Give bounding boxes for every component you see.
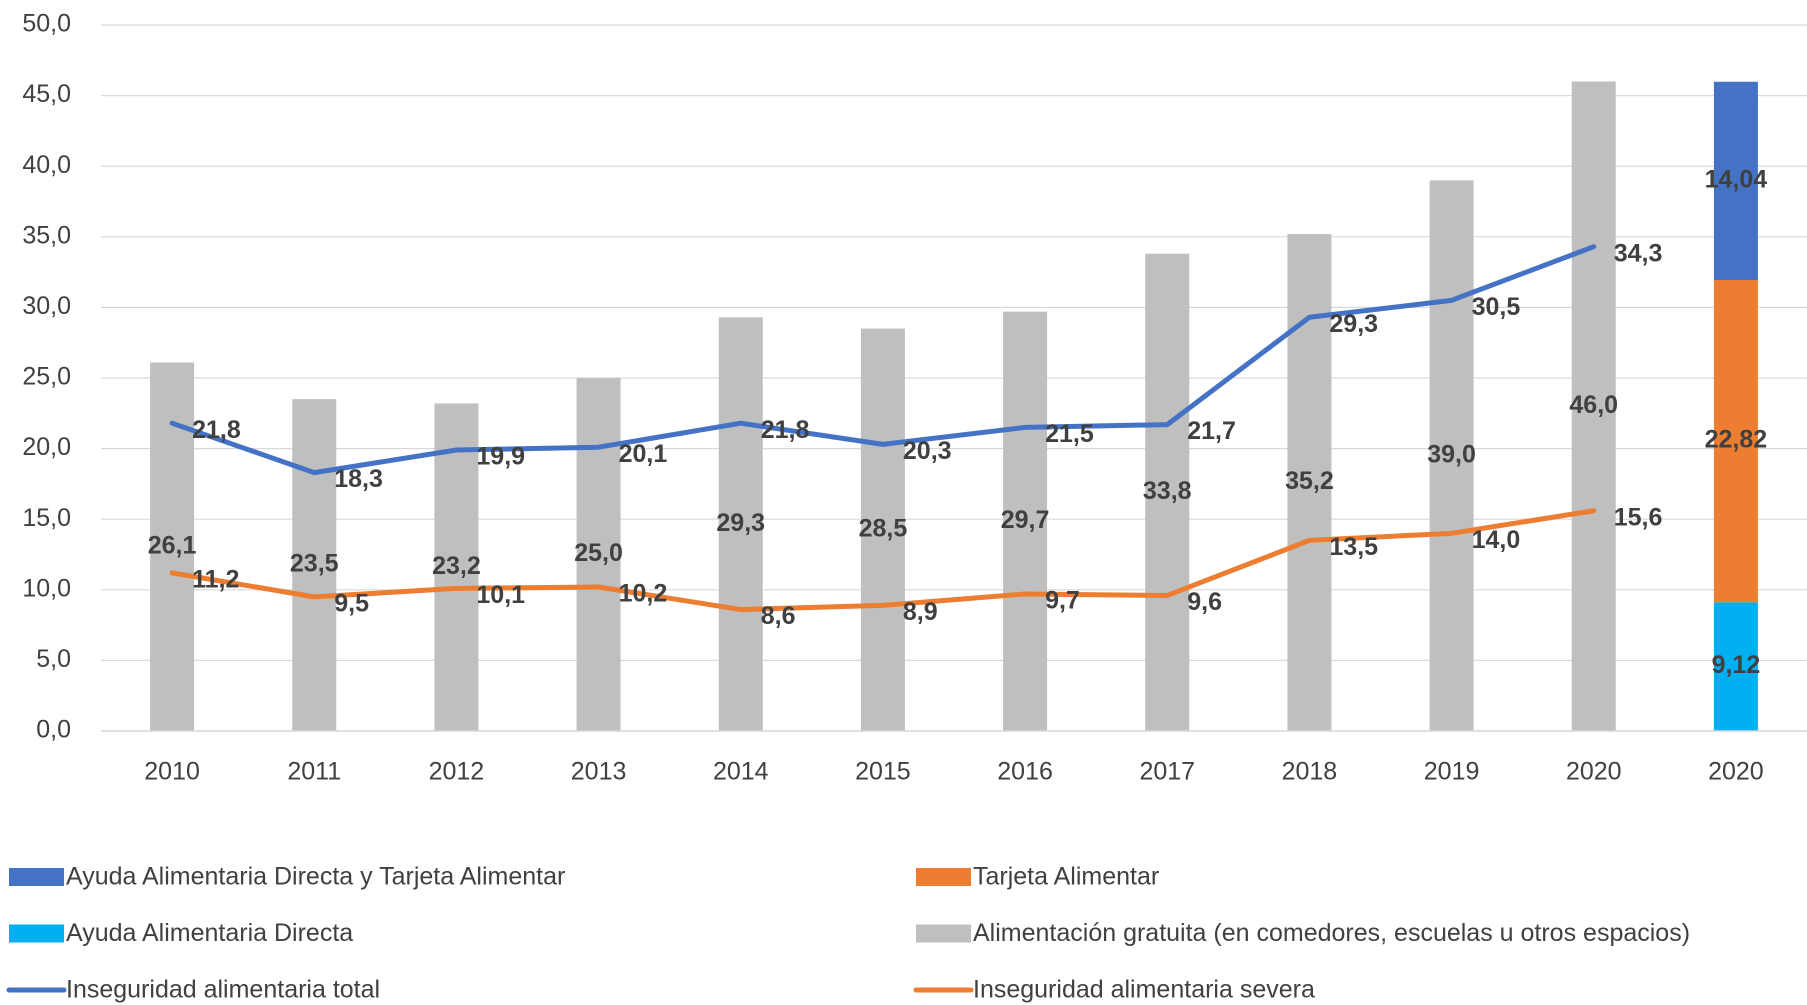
- data-label: 14,0: [1472, 526, 1521, 554]
- bar: [1145, 253, 1190, 731]
- data-label: 33,8: [1143, 477, 1192, 505]
- legend-label: Ayuda Alimentaria Directa y Tarjeta Alim…: [66, 863, 565, 891]
- bar: [292, 399, 337, 731]
- y-tick-label: 10,0: [22, 574, 71, 602]
- y-tick-label: 50,0: [22, 10, 71, 38]
- legend-swatch: [916, 868, 971, 886]
- bar: [576, 378, 621, 731]
- legend-swatch: [9, 868, 64, 886]
- data-label: 15,6: [1614, 503, 1663, 531]
- x-tick-label: 2013: [571, 758, 627, 786]
- bar: [1713, 280, 1758, 603]
- data-label: 29,7: [1001, 506, 1050, 534]
- x-tick-label: 2017: [1139, 758, 1195, 786]
- data-label: 14,04: [1705, 165, 1768, 193]
- bar: [434, 403, 479, 731]
- x-tick-label: 2010: [144, 758, 200, 786]
- data-label: 21,8: [192, 416, 241, 444]
- bar: [1713, 81, 1758, 281]
- data-label: 21,5: [1045, 420, 1094, 448]
- data-label: 8,9: [903, 598, 938, 626]
- data-label: 34,3: [1614, 239, 1663, 267]
- data-label: 35,2: [1285, 467, 1334, 495]
- data-label: 9,6: [1187, 588, 1222, 616]
- bar: [860, 328, 905, 731]
- y-tick-label: 15,0: [22, 504, 71, 532]
- legend-label: Inseguridad alimentaria severa: [973, 976, 1315, 1004]
- bar: [718, 317, 763, 731]
- data-label: 10,2: [619, 580, 668, 608]
- y-tick-label: 0,0: [36, 716, 71, 744]
- lines: [169, 244, 1597, 613]
- x-tick-label: 2019: [1424, 758, 1480, 786]
- data-label: 10,1: [476, 581, 525, 609]
- bar: [1571, 81, 1616, 732]
- legend-swatch: [916, 924, 971, 943]
- data-label: 28,5: [859, 514, 908, 542]
- data-label: 26,1: [148, 531, 197, 559]
- y-tick-label: 30,0: [22, 292, 71, 320]
- data-label: 19,9: [476, 443, 525, 471]
- bar: [1713, 602, 1758, 731]
- data-label: 30,5: [1472, 293, 1521, 321]
- bars: [150, 81, 1758, 732]
- y-tick-label: 35,0: [22, 221, 71, 249]
- x-tick-label: 2011: [287, 758, 341, 786]
- data-label: 22,82: [1705, 426, 1768, 454]
- data-label: 9,7: [1045, 587, 1080, 615]
- data-label: 11,2: [192, 565, 239, 593]
- data-label: 20,3: [903, 437, 952, 465]
- data-label: 9,5: [334, 589, 369, 617]
- data-label: 46,0: [1569, 391, 1618, 419]
- grid: [101, 24, 1807, 732]
- data-label: 29,3: [716, 509, 765, 537]
- x-tick-label: 2014: [713, 758, 769, 786]
- line: [169, 508, 1597, 613]
- x-tick-label: 2016: [997, 758, 1053, 786]
- data-label: 21,7: [1187, 417, 1236, 445]
- y-tick-label: 40,0: [22, 151, 71, 179]
- data-label: 13,5: [1329, 533, 1378, 561]
- y-tick-label: 45,0: [22, 80, 71, 108]
- x-tick-label: 2018: [1282, 758, 1338, 786]
- legend-label: Alimentación gratuita (en comedores, esc…: [973, 919, 1690, 947]
- data-label: 20,1: [619, 440, 668, 468]
- legend-swatch: [9, 924, 64, 943]
- data-label: 23,5: [290, 550, 339, 578]
- y-tick-label: 5,0: [36, 645, 71, 673]
- bar: [1429, 180, 1474, 731]
- line: [169, 244, 1597, 476]
- x-tick-label: 2020: [1708, 758, 1764, 786]
- data-label: 8,6: [761, 602, 796, 630]
- data-label: 23,2: [432, 552, 481, 580]
- bar: [1003, 311, 1048, 731]
- y-tick-label: 25,0: [22, 363, 71, 391]
- data-label: 18,3: [334, 465, 383, 493]
- legend-label: Inseguridad alimentaria total: [66, 976, 380, 1004]
- x-tick-label: 2012: [429, 758, 485, 786]
- data-label: 21,8: [761, 416, 810, 444]
- data-label: 25,0: [574, 539, 623, 567]
- data-label: 29,3: [1329, 310, 1378, 338]
- x-tick-label: 2020: [1566, 758, 1622, 786]
- labels: 26,1 23,5 23,2 25,0 29,3 28,5 29,7 33,8 35,2 39,0…: [148, 165, 1768, 679]
- y-tick-label: 20,0: [22, 433, 71, 461]
- x-tick-label: 2015: [855, 758, 911, 786]
- legend-label: Tarjeta Alimentar: [973, 863, 1159, 891]
- data-label: 39,0: [1427, 440, 1476, 468]
- legend-label: Ayuda Alimentaria Directa: [66, 919, 353, 947]
- data-label: 9,12: [1712, 651, 1761, 679]
